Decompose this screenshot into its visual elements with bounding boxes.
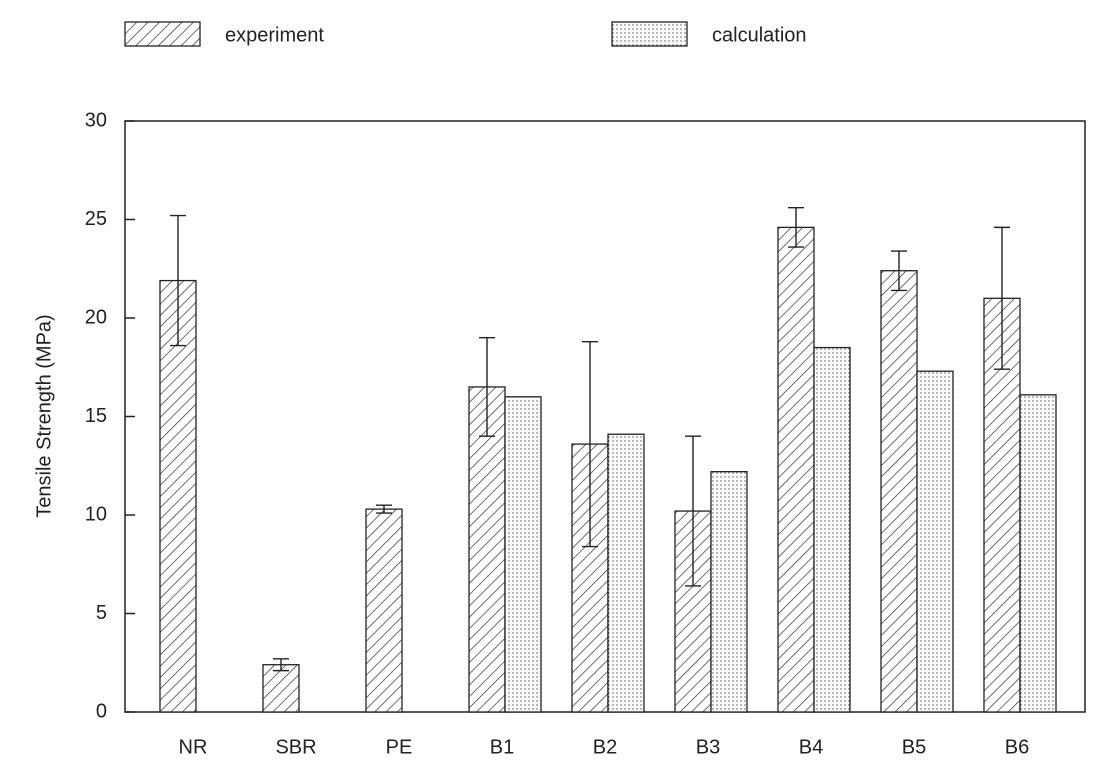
error-bar [170, 214, 186, 347]
x-tick-label: PE [386, 736, 413, 758]
y-axis-label: Tensile Strength (MPa) [33, 314, 55, 517]
x-tick-label: B6 [1005, 736, 1029, 758]
error-bar [582, 340, 598, 548]
y-tick-label: 5 [96, 602, 107, 624]
bar [710, 471, 748, 713]
legend-swatch [611, 21, 688, 47]
bar [468, 386, 506, 713]
x-tick-label: B5 [902, 736, 926, 758]
legend-swatch [124, 21, 201, 47]
error-bar [479, 337, 495, 437]
error-bar [891, 250, 907, 292]
error-bar [994, 226, 1010, 370]
y-tick-label: 30 [85, 109, 107, 131]
y-tick-label: 15 [85, 405, 107, 427]
error-bar [376, 504, 392, 514]
x-tick-label: B2 [593, 736, 617, 758]
bar [813, 346, 851, 713]
y-tick-label: 0 [96, 700, 107, 722]
y-tick-label: 25 [85, 208, 107, 230]
error-bar [788, 206, 804, 248]
bar [607, 433, 645, 713]
x-tick-label: B3 [696, 736, 720, 758]
error-bar [273, 658, 289, 672]
y-tick-label: 10 [85, 503, 107, 525]
bar [365, 508, 403, 713]
bar [262, 664, 300, 713]
x-tick-label: B1 [490, 736, 514, 758]
legend-label: calculation [712, 24, 807, 46]
bar [777, 226, 815, 713]
bar [880, 270, 918, 713]
bar [916, 370, 954, 713]
x-tick-label: SBR [275, 736, 316, 758]
x-tick-label: NR [179, 736, 208, 758]
x-tick-label: B4 [799, 736, 823, 758]
error-bar [685, 435, 701, 587]
bar [159, 279, 197, 713]
bar [504, 396, 542, 713]
y-tick-label: 20 [85, 306, 107, 328]
legend-label: experiment [225, 24, 324, 46]
bar [1019, 394, 1057, 713]
